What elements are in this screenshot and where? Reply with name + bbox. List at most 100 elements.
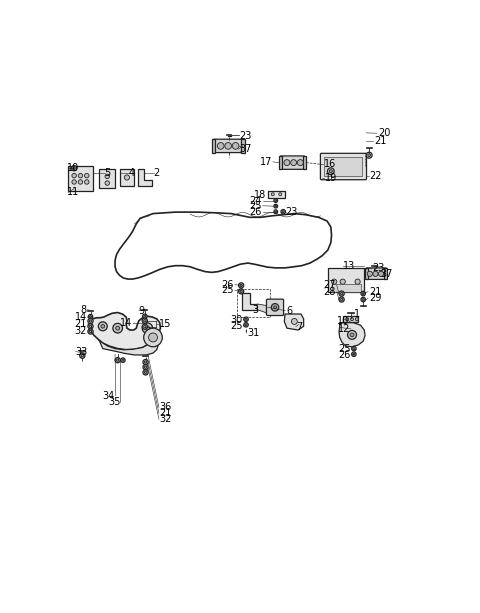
Circle shape xyxy=(148,333,157,342)
Circle shape xyxy=(281,210,286,214)
Circle shape xyxy=(329,170,332,173)
Circle shape xyxy=(274,210,277,213)
Circle shape xyxy=(89,325,92,327)
Circle shape xyxy=(144,361,147,363)
Polygon shape xyxy=(90,313,160,350)
Circle shape xyxy=(80,353,85,358)
Text: 36: 36 xyxy=(160,402,172,413)
Circle shape xyxy=(142,323,153,333)
Circle shape xyxy=(88,329,93,334)
Bar xyxy=(237,289,270,317)
Text: 30: 30 xyxy=(230,315,242,325)
Circle shape xyxy=(113,323,122,333)
Text: 34: 34 xyxy=(103,391,115,401)
Bar xyxy=(328,268,364,292)
Polygon shape xyxy=(284,314,304,330)
Circle shape xyxy=(81,354,84,357)
Circle shape xyxy=(245,324,247,326)
Circle shape xyxy=(327,168,334,175)
Circle shape xyxy=(244,317,248,321)
Circle shape xyxy=(274,306,276,309)
Circle shape xyxy=(275,211,276,213)
Circle shape xyxy=(244,322,248,327)
Circle shape xyxy=(72,180,76,184)
Circle shape xyxy=(143,314,147,319)
Circle shape xyxy=(89,316,92,318)
Circle shape xyxy=(366,152,372,158)
FancyBboxPatch shape xyxy=(280,156,305,169)
Circle shape xyxy=(98,322,107,331)
Text: 1: 1 xyxy=(354,309,360,319)
Circle shape xyxy=(368,154,371,156)
Circle shape xyxy=(89,330,92,333)
Circle shape xyxy=(88,319,93,324)
Circle shape xyxy=(115,357,120,363)
Circle shape xyxy=(362,292,364,295)
Circle shape xyxy=(355,318,359,321)
Circle shape xyxy=(122,359,124,361)
Circle shape xyxy=(144,328,162,347)
Circle shape xyxy=(72,173,76,178)
Circle shape xyxy=(144,319,146,322)
Circle shape xyxy=(120,358,125,362)
Text: 9: 9 xyxy=(138,306,144,316)
Text: 2: 2 xyxy=(153,168,159,178)
Circle shape xyxy=(78,173,83,178)
Text: 18: 18 xyxy=(254,190,266,200)
Circle shape xyxy=(84,173,89,178)
Text: 4: 4 xyxy=(129,168,135,178)
Bar xyxy=(384,268,387,280)
Circle shape xyxy=(353,348,355,349)
Circle shape xyxy=(340,299,343,301)
Text: 21: 21 xyxy=(160,408,172,418)
Bar xyxy=(365,268,368,280)
Bar xyxy=(279,156,282,169)
Circle shape xyxy=(245,318,247,320)
Text: 27: 27 xyxy=(324,280,336,291)
Text: 21: 21 xyxy=(374,135,387,146)
Text: 26: 26 xyxy=(250,207,262,217)
Text: 5: 5 xyxy=(104,168,110,178)
Circle shape xyxy=(353,353,355,355)
Bar xyxy=(68,166,94,191)
Bar xyxy=(120,169,133,186)
Circle shape xyxy=(89,320,92,322)
Circle shape xyxy=(116,326,120,330)
Circle shape xyxy=(339,297,344,302)
Text: 31: 31 xyxy=(247,328,259,338)
Text: 25: 25 xyxy=(250,201,262,211)
Bar xyxy=(302,156,306,169)
Circle shape xyxy=(271,192,274,196)
Circle shape xyxy=(361,297,365,302)
FancyBboxPatch shape xyxy=(321,153,367,180)
Text: 3: 3 xyxy=(252,305,258,314)
Text: 20: 20 xyxy=(378,128,390,139)
Circle shape xyxy=(275,200,276,202)
Circle shape xyxy=(239,289,244,294)
Polygon shape xyxy=(99,340,158,355)
Circle shape xyxy=(339,291,344,296)
Circle shape xyxy=(361,291,365,296)
Circle shape xyxy=(378,271,384,276)
Circle shape xyxy=(78,180,83,184)
Bar xyxy=(241,139,245,153)
Circle shape xyxy=(348,330,357,340)
Circle shape xyxy=(144,326,146,328)
Circle shape xyxy=(350,318,353,321)
Circle shape xyxy=(105,174,109,178)
Circle shape xyxy=(239,283,244,288)
Circle shape xyxy=(284,159,290,166)
Text: 37: 37 xyxy=(240,144,252,154)
Circle shape xyxy=(117,359,119,361)
Circle shape xyxy=(217,143,224,149)
Circle shape xyxy=(291,319,297,324)
Circle shape xyxy=(73,167,75,169)
Circle shape xyxy=(143,359,148,365)
Text: 10: 10 xyxy=(337,316,349,327)
Circle shape xyxy=(355,279,360,284)
Text: 26: 26 xyxy=(222,280,234,289)
Circle shape xyxy=(373,271,378,276)
Text: 11: 11 xyxy=(67,188,80,197)
Circle shape xyxy=(352,352,356,356)
Text: 29: 29 xyxy=(369,294,381,303)
